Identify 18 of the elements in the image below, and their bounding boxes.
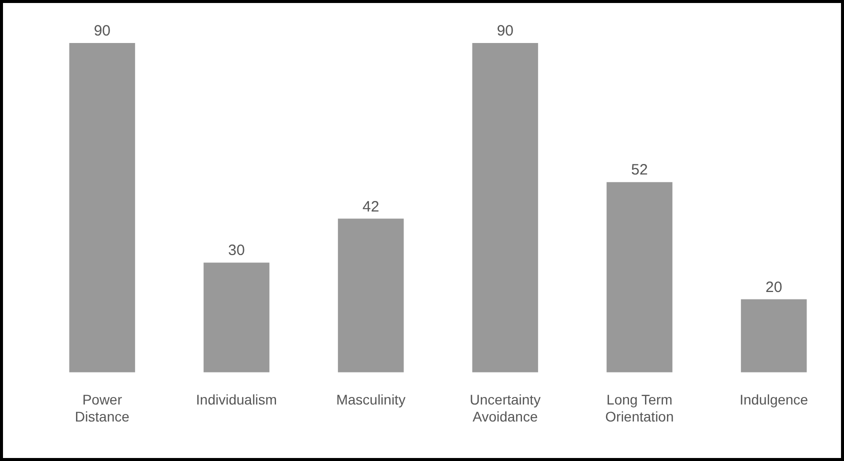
bar	[69, 43, 136, 372]
bar	[472, 43, 538, 372]
x-tick-label: Masculinity	[336, 392, 406, 408]
data-label: 52	[631, 162, 648, 179]
x-tick-label: Individualism	[196, 392, 277, 408]
bar	[606, 182, 672, 372]
data-label: 90	[94, 22, 111, 40]
x-tick-label: Long Term Orientation	[605, 392, 674, 424]
x-tick-label: Power Distance	[74, 392, 130, 424]
bar	[740, 299, 807, 372]
data-label: 90	[496, 22, 514, 40]
bar	[338, 218, 404, 372]
x-tick-label: Indulgence	[740, 392, 808, 408]
x-tick-label: Uncertainty Avoidance	[470, 392, 541, 424]
data-label: 20	[765, 278, 782, 296]
data-label: 30	[228, 242, 245, 260]
data-label: 42	[362, 198, 380, 216]
bar	[204, 262, 270, 372]
